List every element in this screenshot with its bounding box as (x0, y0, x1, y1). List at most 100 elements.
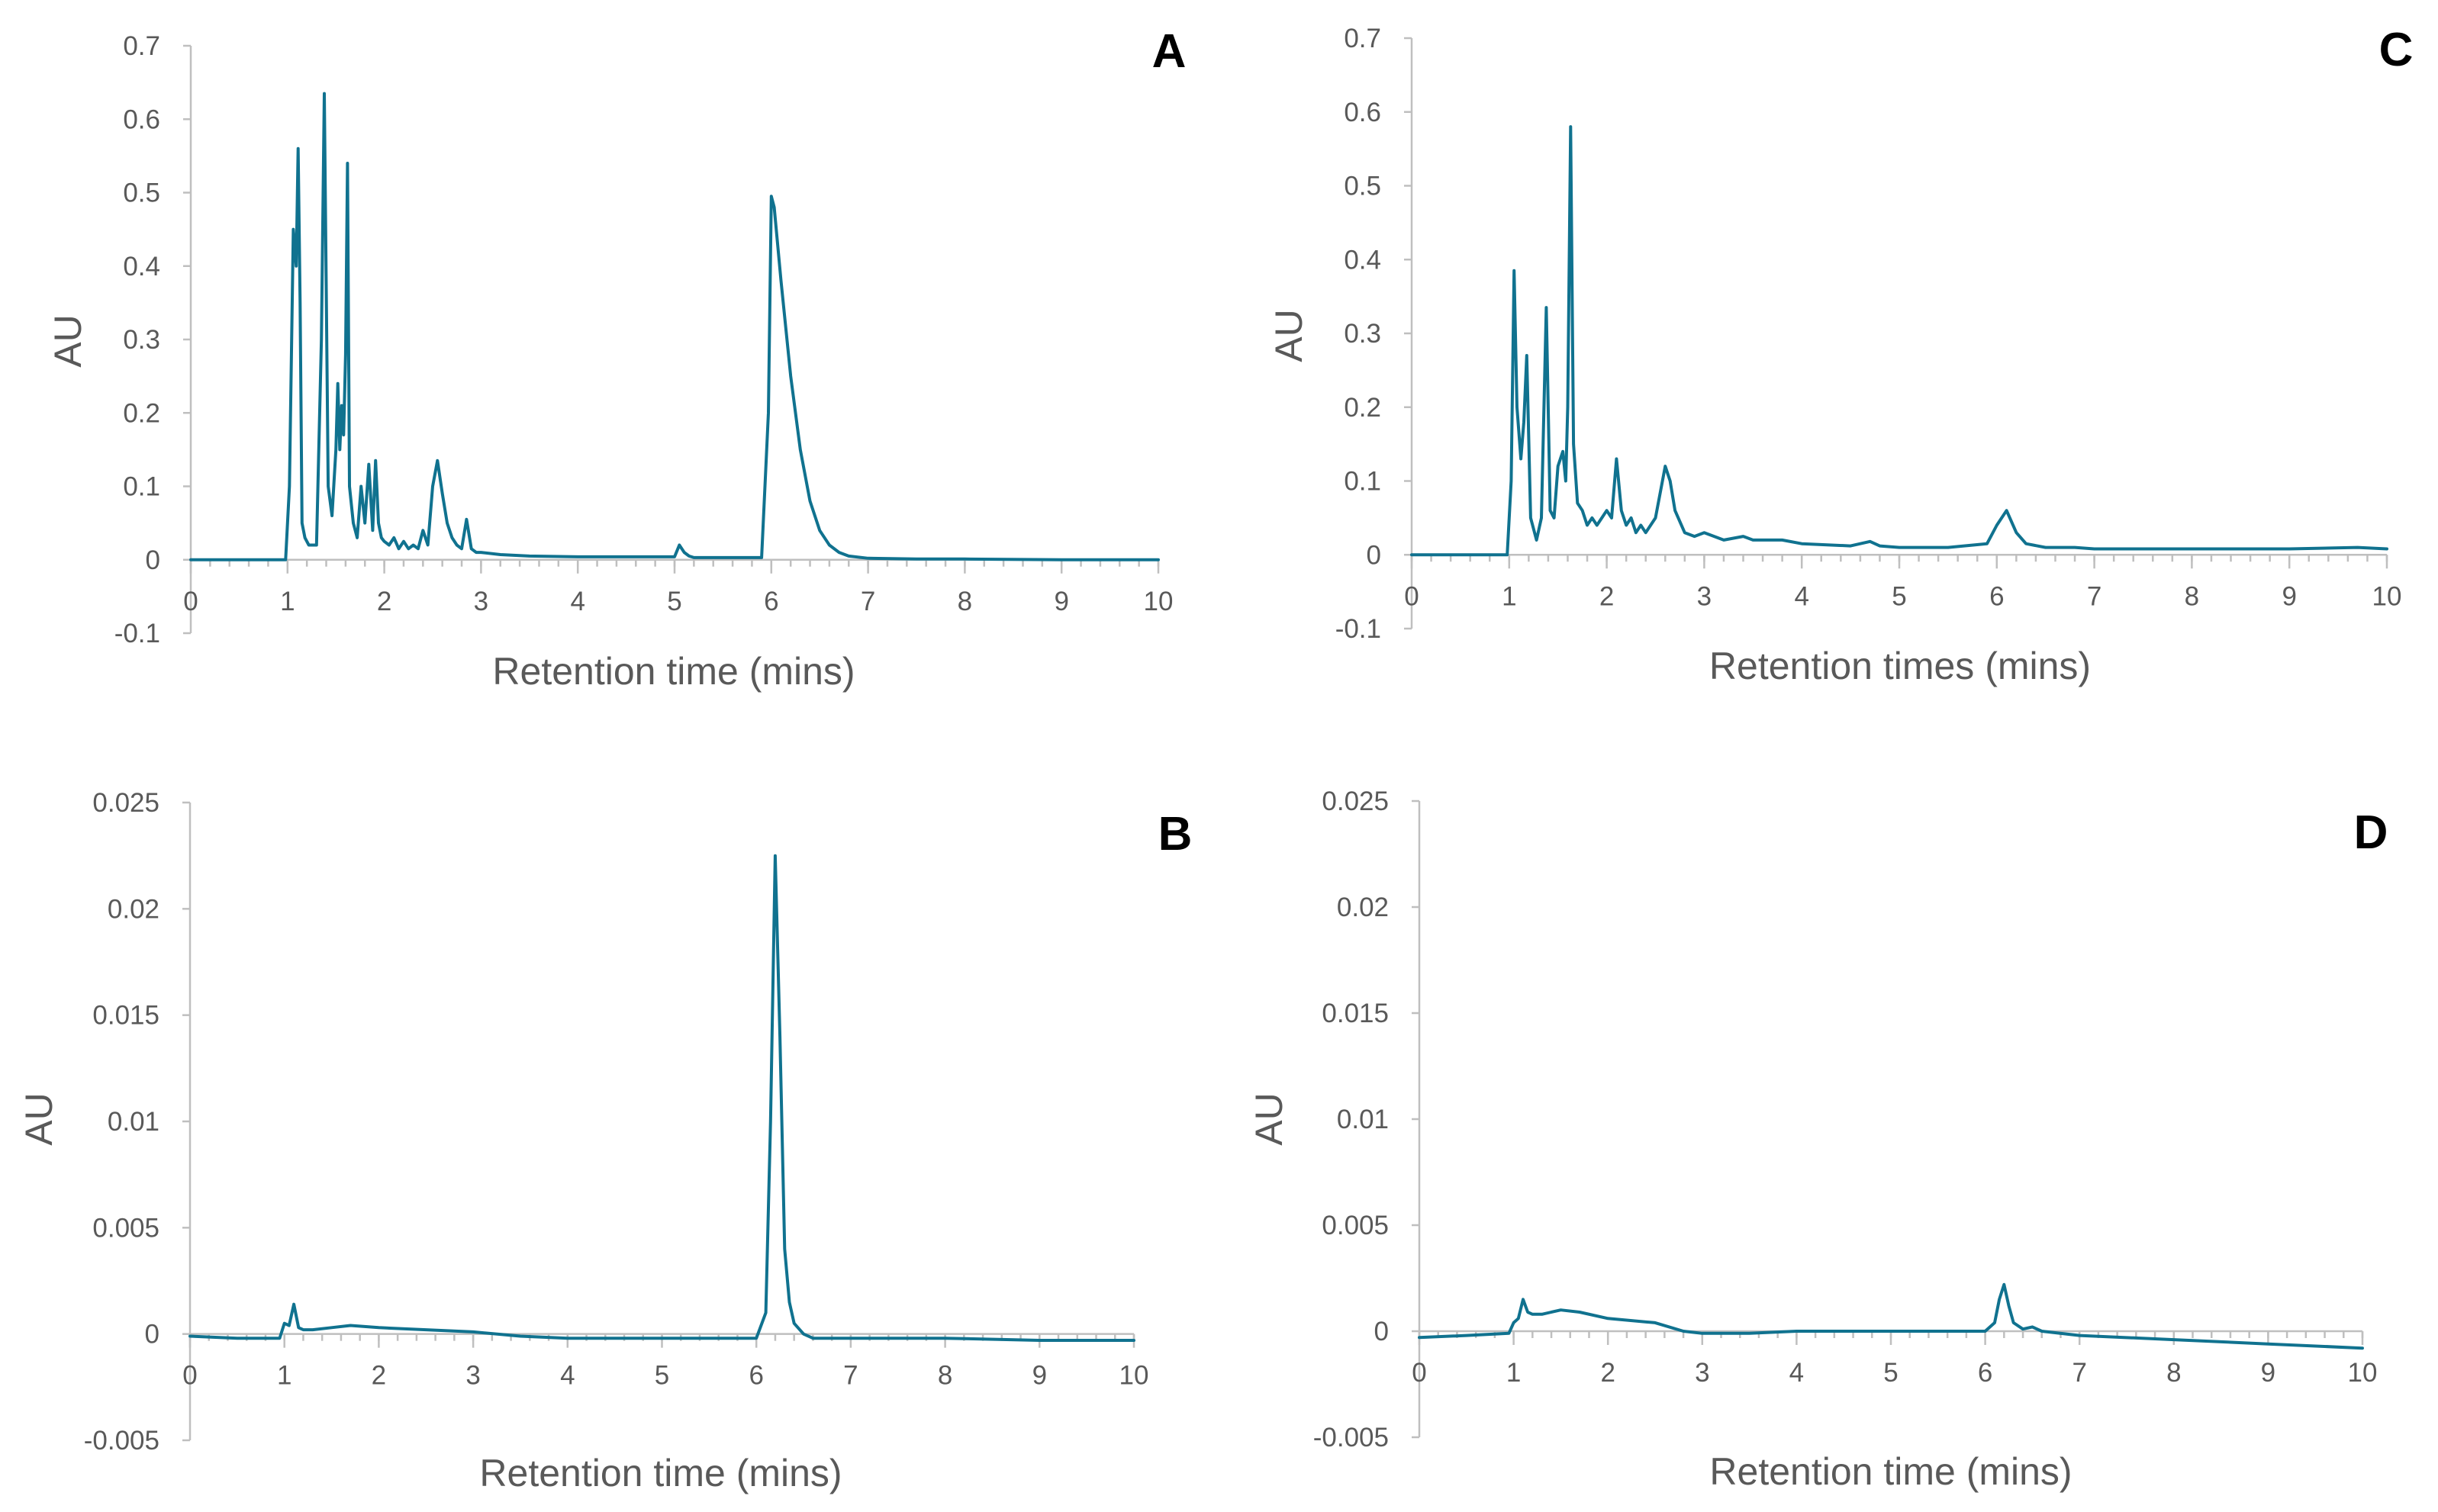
x-tick-label: 1 (277, 1361, 291, 1391)
x-tick-label: 8 (958, 587, 972, 616)
x-tick-label: 9 (1032, 1361, 1047, 1391)
y-tick-label: -0.1 (114, 619, 160, 648)
y-tick-label: 0.025 (1322, 787, 1389, 816)
y-tick-label: 0.1 (123, 472, 160, 502)
x-tick-label: 6 (1989, 581, 2004, 611)
x-tick-label: 10 (2348, 1358, 2378, 1388)
x-tick-label: 2 (1599, 581, 1614, 611)
y-tick-label: 0.5 (123, 179, 160, 208)
panel-c-letter: C (2379, 24, 2414, 76)
y-tick-label: 0.7 (123, 31, 160, 61)
panel-a-plot: -0.1 0 0.1 0.2 0.3 0.4 0.5 0.6 0.7 0 1 2 3 4 5 6 7 8 9 10 (114, 31, 1174, 648)
x-tick-label: 3 (474, 587, 488, 616)
y-tick-label: 0.015 (92, 1001, 159, 1031)
y-tick-label: 0.005 (1322, 1211, 1389, 1240)
y-tick-label: 0.025 (92, 788, 159, 818)
y-tick-label: 0.01 (1337, 1105, 1389, 1134)
x-tick-label: 10 (1119, 1361, 1149, 1391)
y-tick-label: 0.6 (1344, 98, 1381, 127)
panel-d: D AU Retention time (mins) -0.005 0 0.005 0… (1248, 787, 2388, 1493)
x-tick-label: 9 (2282, 581, 2296, 611)
y-tick-label: 0.7 (1344, 24, 1381, 53)
panel-c: C AU Retention times (mins) -0.1 0 0.1 0.2 0… (1267, 24, 2413, 687)
y-tick-label: -0.005 (84, 1426, 159, 1456)
panel-a-xlabel: Retention time (mins) (492, 650, 855, 693)
y-tick-label: 0.4 (123, 252, 160, 281)
panel-b: B AU Retention time (mins) -0.005 0 0.005 0… (18, 788, 1192, 1494)
x-tick-label: 1 (280, 587, 295, 616)
x-tick-label: 0 (182, 1361, 197, 1391)
panel-b-letter: B (1158, 808, 1193, 861)
panel-c-plot: -0.1 0 0.1 0.2 0.3 0.4 0.5 0.6 0.7 0 1 2 3 4 5 6 7 8 9 10 (1335, 24, 2402, 644)
y-tick-label: 0.6 (123, 105, 160, 134)
x-tick-label: 0 (1404, 581, 1419, 611)
y-tick-label: 0.005 (92, 1213, 159, 1243)
y-tick-label: 0.2 (123, 398, 160, 428)
y-tick-label: 0.1 (1344, 467, 1381, 497)
x-tick-label: 0 (1412, 1358, 1426, 1388)
x-tick-label: 3 (1697, 581, 1712, 611)
panel-d-plot: -0.005 0 0.005 0.01 0.015 0.02 0.025 0 1 2 3 4 5 6 7 8 9… (1313, 787, 2378, 1452)
x-tick-label: 3 (1695, 1358, 1709, 1388)
panel-d-ylabel: AU (1248, 1092, 1290, 1145)
x-tick-label: 2 (1600, 1358, 1615, 1388)
panel-a: A AU Retention time (mins) -0.1 0 0.1 0.2 0.… (47, 25, 1186, 693)
y-tick-label: -0.005 (1313, 1423, 1389, 1452)
y-tick-label: 0.02 (1337, 893, 1389, 922)
y-tick-label: 0 (1374, 1317, 1389, 1346)
x-tick-label: 5 (655, 1361, 669, 1391)
x-tick-label: 8 (2185, 581, 2199, 611)
x-tick-label: 4 (560, 1361, 575, 1391)
panel-b-ylabel: AU (18, 1092, 60, 1145)
x-tick-label: 5 (1892, 581, 1906, 611)
y-tick-label: 0.3 (123, 325, 160, 355)
series-line (189, 92, 1160, 561)
x-tick-label: 9 (1054, 587, 1068, 616)
panel-c-xlabel: Retention times (mins) (1709, 645, 2091, 687)
x-tick-label: 4 (1789, 1358, 1804, 1388)
y-tick-label: 0 (146, 545, 160, 575)
x-tick-label: 6 (1978, 1358, 1992, 1388)
x-tick-label: 5 (667, 587, 681, 616)
panel-d-xlabel: Retention time (mins) (1709, 1450, 2072, 1493)
y-tick-label: 0 (145, 1320, 159, 1350)
panel-a-letter: A (1152, 25, 1187, 78)
x-tick-label: 3 (465, 1361, 480, 1391)
y-tick-label: 0.015 (1322, 999, 1389, 1028)
x-tick-label: 6 (764, 587, 778, 616)
series-line (188, 854, 1135, 1342)
x-tick-label: 0 (183, 587, 198, 616)
x-tick-label: 5 (1883, 1358, 1898, 1388)
panel-b-plot: -0.005 0 0.005 0.01 0.015 0.02 0.025 0 1 2 3 4 5 6 7 8 9… (84, 788, 1149, 1456)
x-tick-label: 6 (749, 1361, 763, 1391)
x-tick-label: 4 (1794, 581, 1808, 611)
x-tick-label: 10 (2372, 581, 2402, 611)
y-tick-label: 0.2 (1344, 393, 1381, 423)
y-tick-label: 0 (1367, 540, 1381, 570)
x-tick-label: 4 (570, 587, 585, 616)
y-tick-label: 0.02 (108, 894, 159, 924)
x-tick-label: 7 (861, 587, 875, 616)
x-tick-label: 9 (2261, 1358, 2275, 1388)
series-line (1418, 1282, 2364, 1350)
x-tick-label: 2 (377, 587, 391, 616)
y-tick-label: 0.4 (1344, 245, 1381, 275)
y-tick-label: -0.1 (1335, 614, 1381, 644)
x-tick-label: 7 (2087, 581, 2101, 611)
x-tick-label: 1 (1506, 1358, 1521, 1388)
panel-d-letter: D (2354, 806, 2388, 859)
y-tick-label: 0.5 (1344, 172, 1381, 201)
panel-b-xlabel: Retention time (mins) (479, 1452, 842, 1494)
x-tick-label: 2 (372, 1361, 386, 1391)
x-tick-label: 7 (843, 1361, 858, 1391)
panel-a-ylabel: AU (47, 314, 89, 367)
x-tick-label: 7 (2072, 1358, 2086, 1388)
panel-c-ylabel: AU (1267, 309, 1310, 362)
x-tick-label: 10 (1144, 587, 1174, 616)
series-line (1410, 125, 2388, 557)
x-tick-label: 8 (938, 1361, 952, 1391)
x-tick-label: 1 (1502, 581, 1516, 611)
x-tick-label: 8 (2166, 1358, 2181, 1388)
y-tick-label: 0.3 (1344, 319, 1381, 349)
